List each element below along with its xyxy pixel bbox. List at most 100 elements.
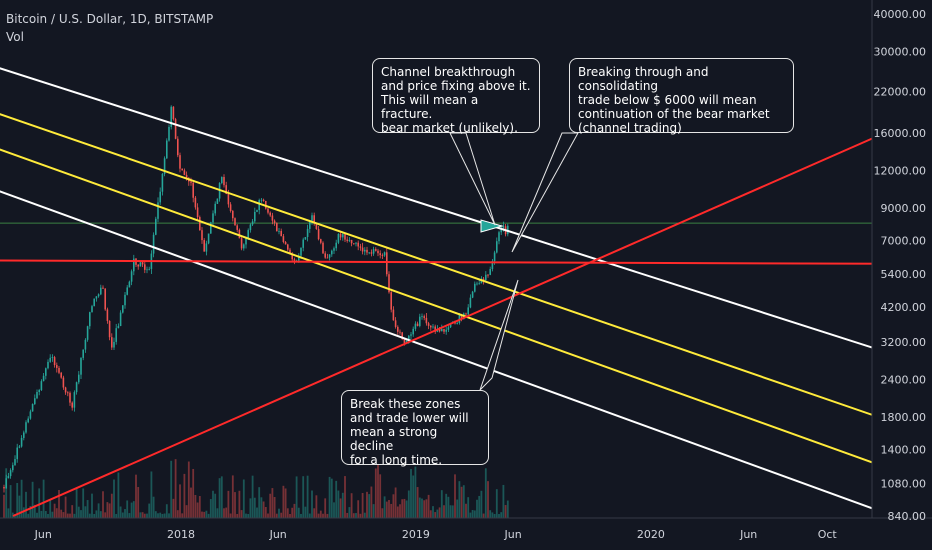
volume-bar [214, 493, 217, 518]
candle-body [313, 215, 315, 224]
candle-body [192, 182, 194, 198]
volume-bar [93, 514, 96, 518]
volume-bar [482, 513, 485, 518]
volume-bar [317, 513, 320, 518]
callout-bear-continuation[interactable]: Breaking through and consolidating trade… [569, 58, 794, 135]
volume-label[interactable]: Vol [6, 30, 24, 44]
volume-bar [9, 485, 12, 518]
volume-bar [236, 513, 239, 518]
volume-bar [25, 491, 27, 518]
candle-body [414, 323, 417, 329]
volume-bar [251, 475, 254, 518]
candle-body [95, 296, 98, 299]
candle-body [482, 278, 485, 281]
x-tick-label: 2018 [167, 528, 195, 541]
candle-body [214, 203, 216, 214]
candle-body [126, 287, 128, 295]
callout-breakthrough[interactable]: Channel breakthrough and price fixing ab… [372, 58, 540, 135]
candle-body [93, 298, 95, 307]
candle-body [375, 249, 377, 251]
volume-bar [124, 509, 126, 518]
volume-bar [220, 476, 223, 518]
volume-bar [20, 479, 23, 518]
candle-body [346, 239, 348, 241]
volume-bar [469, 512, 472, 518]
candle-body [355, 242, 357, 244]
x-axis-panel [0, 518, 932, 550]
volume-bar [385, 501, 388, 518]
volume-bar [223, 508, 225, 518]
volume-bar [456, 499, 459, 518]
volume-bar [190, 487, 192, 518]
y-tick-label: 2400.00 [881, 374, 927, 387]
volume-bar [172, 498, 175, 518]
volume-bar [227, 490, 230, 518]
candle-body [293, 259, 296, 261]
candle-body [12, 465, 14, 471]
volume-bar [383, 496, 386, 518]
trend-line [0, 259, 896, 265]
candle-body [20, 437, 23, 447]
candle-body [9, 470, 12, 477]
volume-bar [366, 491, 368, 518]
callout-strong-decline[interactable]: Break these zones and trade lower will m… [341, 390, 489, 467]
trend-line [0, 113, 896, 424]
volume-bar [99, 511, 102, 518]
candle-body [16, 447, 18, 460]
volume-bar [80, 510, 82, 518]
volume-bar [480, 490, 483, 518]
volume-bar [157, 513, 159, 518]
candle-body [284, 242, 287, 245]
x-tick-label: 2019 [402, 528, 430, 541]
volume-bar [36, 512, 38, 518]
candle-body [326, 257, 329, 259]
volume-bar [53, 503, 56, 518]
candle-body [104, 288, 106, 310]
volume-bar [275, 513, 278, 518]
volume-bar [328, 476, 331, 518]
volume-bar [38, 488, 41, 518]
volume-bar [271, 488, 274, 518]
y-tick-label: 4200.00 [881, 301, 927, 314]
symbol-title[interactable]: Bitcoin / U.S. Dollar, 1D, BITSTAMP [6, 12, 214, 26]
volume-bar [445, 493, 448, 518]
candle-body [161, 173, 164, 192]
volume-bar [306, 475, 309, 518]
candle-body [14, 459, 16, 466]
volume-bar [377, 464, 379, 518]
volume-bar [31, 481, 34, 518]
candle-body [157, 202, 159, 219]
candle-body [366, 249, 368, 253]
volume-bar [284, 488, 287, 518]
volume-bar [84, 506, 87, 518]
volume-bar [500, 512, 503, 518]
candle-body [137, 264, 139, 267]
volume-bar [69, 513, 71, 518]
volume-bar [146, 513, 148, 518]
volume-bar [429, 510, 432, 518]
candle-body [210, 222, 212, 234]
trend-line [0, 148, 896, 472]
candle-body [445, 329, 447, 332]
candles [3, 105, 509, 493]
candle-body [18, 446, 21, 448]
y-tick-label: 1800.00 [881, 411, 927, 424]
y-tick-label: 3200.00 [881, 336, 927, 349]
volume-bar [493, 513, 496, 518]
candle-body [357, 242, 359, 247]
candle-body [500, 227, 502, 233]
volume-bar [62, 512, 65, 518]
candle-body [194, 197, 197, 208]
volume-bar [313, 508, 316, 518]
volume-bar [16, 482, 19, 518]
volume-bar [418, 497, 421, 518]
candle-body [80, 357, 82, 375]
volume-bar [269, 493, 272, 518]
volume-bar [218, 478, 221, 518]
volume-bar [304, 506, 307, 518]
candle-body [258, 199, 260, 211]
volume-bar [121, 512, 124, 518]
x-tick-label: Oct [818, 528, 838, 541]
volume-bar [370, 486, 373, 518]
candle-body [359, 246, 362, 248]
